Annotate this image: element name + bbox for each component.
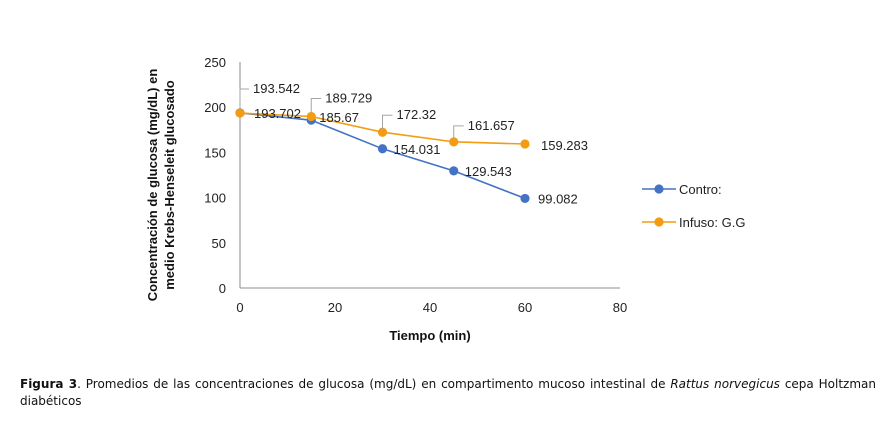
x-tick-label: 60 (518, 300, 532, 315)
data-point (449, 137, 459, 147)
data-labels-layer: 193.702 185.67 154.031 129.543 99.082 193.542… (239, 81, 588, 206)
legend: Contro: Infuso: G.G (642, 182, 745, 230)
caption-label: Figura 3 (20, 377, 78, 391)
leader-line (453, 125, 464, 139)
x-tick-label: 20 (328, 300, 342, 315)
caption-text-before: . Promedios de las concentraciones de gl… (77, 377, 671, 391)
data-point (377, 127, 388, 137)
legend-swatch-marker (654, 217, 664, 227)
data-label: 154.031 (394, 142, 441, 157)
legend-item: Infuso: G.G (642, 215, 745, 230)
x-axis-title: Tiempo (min) (389, 328, 470, 343)
leader-line (310, 97, 322, 114)
legend-label: Infuso: G.G (679, 215, 745, 230)
data-label: 172.32 (397, 107, 437, 122)
data-point (235, 108, 245, 118)
data-label: 193.702 (254, 106, 301, 121)
data-label: 161.657 (468, 118, 515, 133)
y-tick-label: 100 (204, 191, 226, 206)
x-tick-label: 0 (236, 300, 243, 315)
data-label: 189.729 (325, 90, 372, 105)
y-axis-title-line-2: medio Krebs-Henseleit glucosado (162, 80, 177, 290)
leader-line (382, 114, 393, 130)
y-tick-label: 50 (212, 236, 226, 251)
data-point (306, 111, 316, 122)
x-axis-ticks: 0 20 40 60 80 (236, 300, 627, 315)
y-tick-label: 150 (204, 145, 226, 160)
caption-species: Rattus norvegicus (670, 377, 780, 391)
figure-caption: Figura 3. Promedios de las concentracion… (20, 376, 876, 410)
data-label: 129.543 (465, 164, 512, 179)
x-tick-label: 80 (613, 300, 627, 315)
y-tick-label: 200 (204, 100, 226, 115)
legend-label: Contro: (679, 182, 722, 197)
data-point (520, 139, 530, 149)
legend-swatch-marker (654, 184, 664, 194)
data-label: 193.542 (253, 81, 300, 96)
x-tick-label: 40 (423, 300, 437, 315)
series-infuso (235, 108, 530, 149)
leader-line (239, 88, 249, 111)
data-label: 185.67 (319, 110, 359, 125)
y-axis-title-line-1: Concentración de glucosa (mg/dL) en (145, 69, 160, 302)
data-point (520, 193, 530, 204)
series-layer (235, 108, 530, 204)
legend-item: Contro: (642, 182, 722, 197)
y-axis-ticks: 0 50 100 150 200 250 (204, 55, 226, 296)
y-tick-label: 0 (219, 281, 226, 296)
data-point (377, 144, 388, 154)
data-label: 159.283 (541, 138, 588, 153)
data-point (449, 166, 459, 176)
y-tick-label: 250 (204, 55, 226, 70)
data-label: 99.082 (538, 191, 578, 206)
caption-text-after: cepa Holtzman diabéticos (20, 377, 876, 408)
